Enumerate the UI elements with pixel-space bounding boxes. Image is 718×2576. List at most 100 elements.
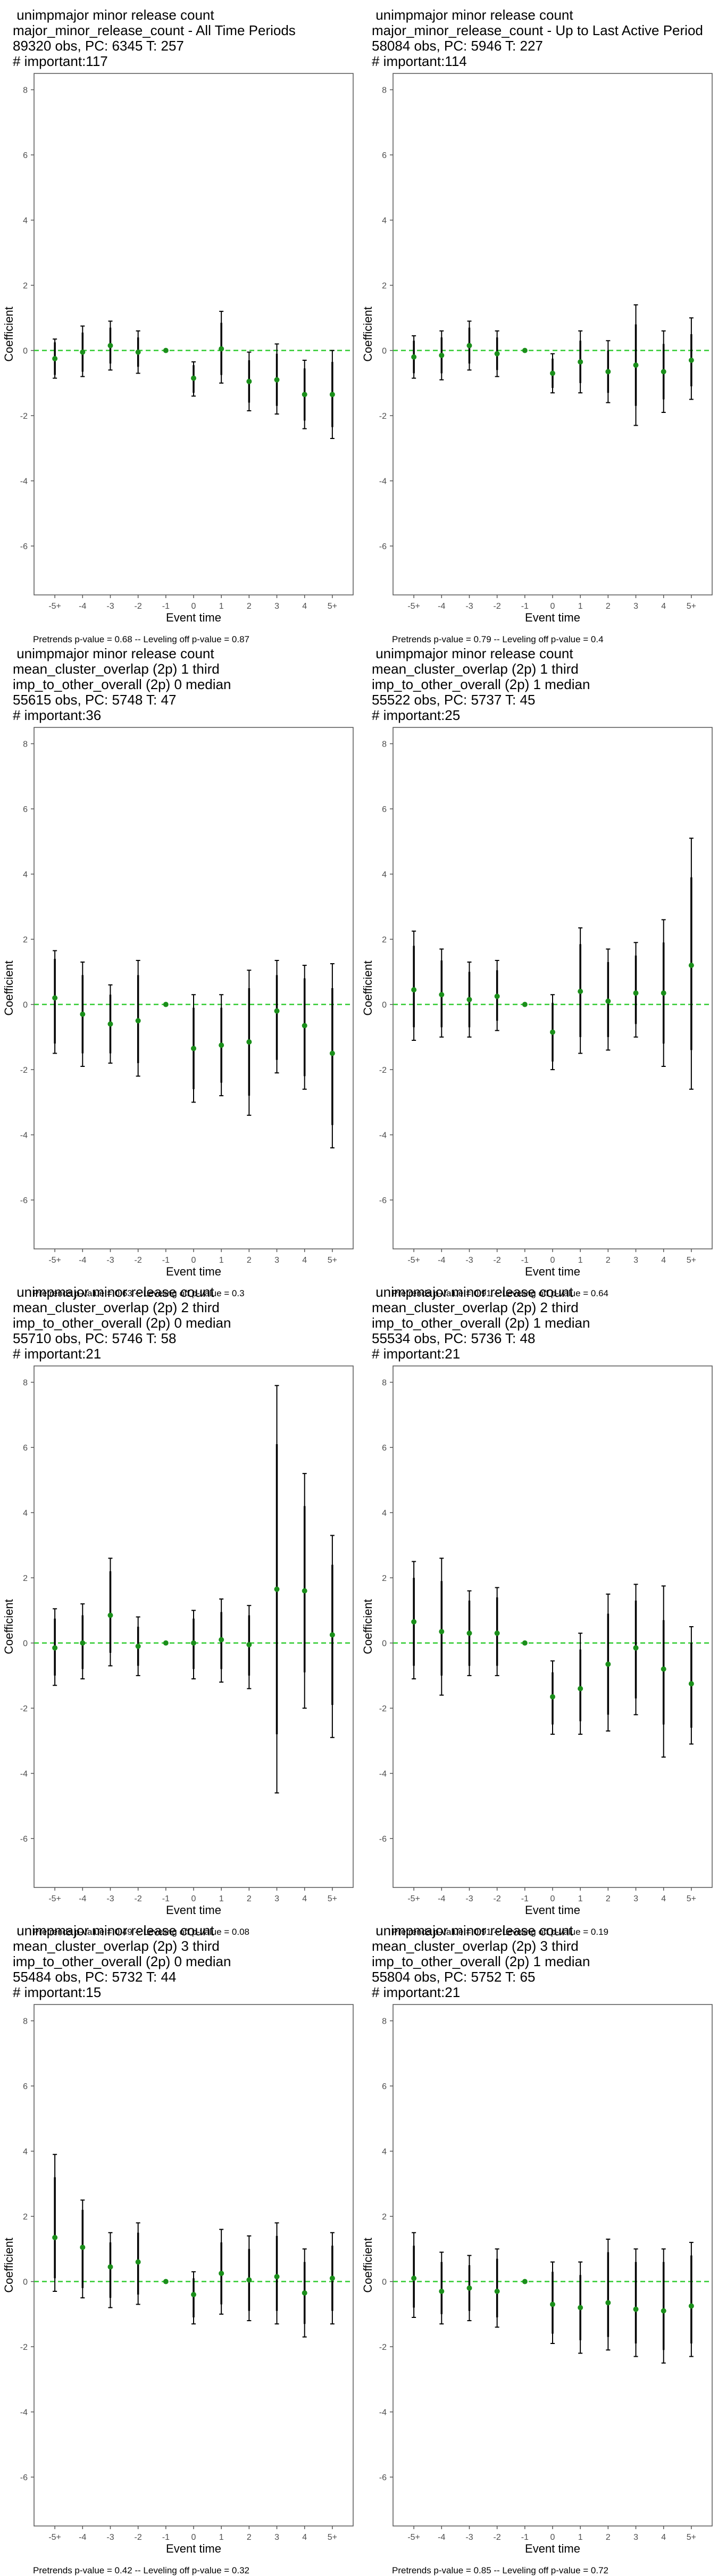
x-tick-label: -5+: [407, 602, 420, 611]
y-tick-label: 6: [382, 2082, 387, 2091]
x-tick-label: 5+: [687, 1894, 696, 1903]
estimate-point: [605, 998, 611, 1004]
pvalue-caption: Pretrends p-value = 0.68 -- Leveling off…: [33, 634, 249, 644]
estimate-point: [163, 1001, 169, 1007]
y-tick-label: -2: [379, 1066, 387, 1075]
x-tick-label: -3: [106, 2533, 114, 2542]
y-tick-label: 8: [23, 2017, 28, 2026]
estimate-point: [80, 1640, 86, 1646]
x-tick-label: -3: [465, 1256, 473, 1265]
chart-title: unimpmajor minor release count mean_clust…: [13, 646, 231, 723]
x-tick-label: -2: [494, 1256, 501, 1265]
y-tick-label: -4: [20, 1131, 28, 1140]
x-tick-label: 0: [191, 1894, 196, 1903]
y-tick-label: 4: [382, 1509, 387, 1518]
chart-title-line: imp_to_other_overall (2p) 0 median: [13, 1315, 231, 1331]
estimate-point: [522, 1640, 528, 1646]
estimate-point: [52, 995, 58, 1001]
x-tick-label: 0: [550, 2533, 555, 2542]
chart-title-line: imp_to_other_overall (2p) 0 median: [13, 1953, 231, 1969]
y-tick-label: 4: [23, 217, 28, 226]
chart-svg: -6 -4 -2 0 2 4 6 8 Coefficient -5+ -4 -3 -2 -1 0 1 2 3 4 5+…: [2, 73, 354, 624]
pvalue-caption: Pretrends p-value = 0.63 -- Leveling off…: [33, 1288, 245, 1298]
chart-title-line: major_minor_release_count - Up to Last A…: [372, 22, 703, 38]
estimate-point: [439, 352, 445, 358]
chart-panel-8: unimpmajor minor release count mean_clust…: [359, 1916, 718, 2575]
estimate-point: [661, 2308, 666, 2314]
chart-title: unimpmajor minor release count mean_clust…: [372, 1923, 590, 2000]
x-axis-label: Event time: [525, 1265, 580, 1277]
y-tick-label: 8: [23, 86, 28, 95]
x-tick-label: 2: [606, 602, 611, 611]
x-tick-label: -1: [521, 602, 529, 611]
estimate-point: [219, 1042, 224, 1048]
x-tick-label: 5+: [687, 602, 696, 611]
estimate-point: [135, 349, 141, 355]
chart-title-line: mean_cluster_overlap (2p) 3 third: [372, 1938, 579, 1954]
estimate-point: [439, 992, 445, 998]
y-tick-label: -2: [20, 1704, 28, 1713]
chart-title: unimpmajor minor release count mean_clust…: [13, 1923, 231, 2000]
chart-panel-2: unimpmajor minor release count major_mino…: [359, 0, 718, 644]
estimate-point: [633, 362, 639, 368]
chart-title-line: # important:21: [372, 1346, 461, 1362]
estimate-point: [688, 358, 694, 363]
x-tick-label: -2: [494, 2533, 501, 2542]
chart-svg: -6 -4 -2 0 2 4 6 8 Coefficient -5+ -4 -3 -2 -1 0 1 2 3 4 5+…: [2, 727, 354, 1277]
chart-title-line: # important:21: [372, 1984, 461, 2000]
x-tick-label: 5+: [328, 602, 337, 611]
x-tick-label: -4: [79, 2533, 86, 2542]
plot-frame: [393, 73, 713, 595]
estimate-point: [605, 369, 611, 375]
y-tick-label: 6: [382, 1444, 387, 1453]
chart-title-line: 55534 obs, PC: 5736 T: 48: [372, 1330, 536, 1346]
x-tick-label: -2: [494, 602, 501, 611]
y-tick-label: 8: [382, 86, 387, 95]
y-tick-label: 4: [23, 2148, 28, 2157]
x-tick-label: 1: [219, 1894, 224, 1903]
x-tick-label: -5+: [407, 2533, 420, 2542]
chart-title-line: unimpmajor minor release count: [13, 7, 214, 23]
estimate-point: [219, 346, 224, 352]
y-tick-label: 2: [23, 281, 28, 291]
y-tick-label: 2: [23, 935, 28, 945]
x-tick-label: 2: [247, 1894, 252, 1903]
chart-title: unimpmajor minor release count major_mino…: [13, 7, 296, 69]
estimate-point: [522, 1001, 528, 1007]
chart-svg: -6 -4 -2 0 2 4 6 8 Coefficient -5+ -4 -3 -2 -1 0 1 2 3 4 5+…: [361, 1365, 713, 1916]
y-tick-label: 4: [23, 871, 28, 880]
estimate-point: [633, 990, 639, 996]
y-tick-label: -4: [20, 477, 28, 486]
y-axis-label: Coefficient: [2, 307, 15, 362]
chart-title-line: 55615 obs, PC: 5748 T: 47: [13, 692, 177, 708]
x-tick-label: -2: [135, 602, 142, 611]
estimate-point: [661, 990, 666, 996]
estimate-point: [411, 987, 417, 993]
y-tick-label: 6: [23, 1444, 28, 1453]
estimate-point: [80, 2244, 86, 2250]
chart-title-line: mean_cluster_overlap (2p) 3 third: [13, 1938, 220, 1954]
y-tick-label: 6: [382, 805, 387, 814]
estimate-point: [163, 347, 169, 353]
estimate-point: [219, 2271, 224, 2276]
estimate-point: [329, 1050, 335, 1056]
y-tick-label: -4: [379, 1770, 387, 1779]
y-tick-label: -2: [379, 2343, 387, 2352]
y-tick-label: -4: [379, 2408, 387, 2417]
chart-svg: -6 -4 -2 0 2 4 6 8 Coefficient -5+ -4 -3 -2 -1 0 1 2 3 4 5+…: [361, 727, 713, 1277]
estimate-point: [80, 349, 86, 355]
x-tick-label: -1: [162, 1256, 170, 1265]
x-tick-label: 3: [633, 2533, 638, 2542]
estimate-point: [302, 1023, 307, 1029]
x-tick-label: 4: [302, 602, 307, 611]
y-tick-label: -6: [20, 1835, 28, 1844]
x-tick-label: 2: [606, 1256, 611, 1265]
y-tick-label: 2: [382, 935, 387, 945]
x-axis-label: Event time: [166, 611, 221, 624]
estimate-point: [661, 1666, 666, 1672]
x-axis-label: Event time: [525, 2542, 580, 2554]
y-tick-label: 4: [382, 871, 387, 880]
y-axis-label: Coefficient: [361, 2238, 374, 2293]
chart-title-line: imp_to_other_overall (2p) 0 median: [13, 676, 231, 692]
x-tick-label: 1: [578, 602, 583, 611]
